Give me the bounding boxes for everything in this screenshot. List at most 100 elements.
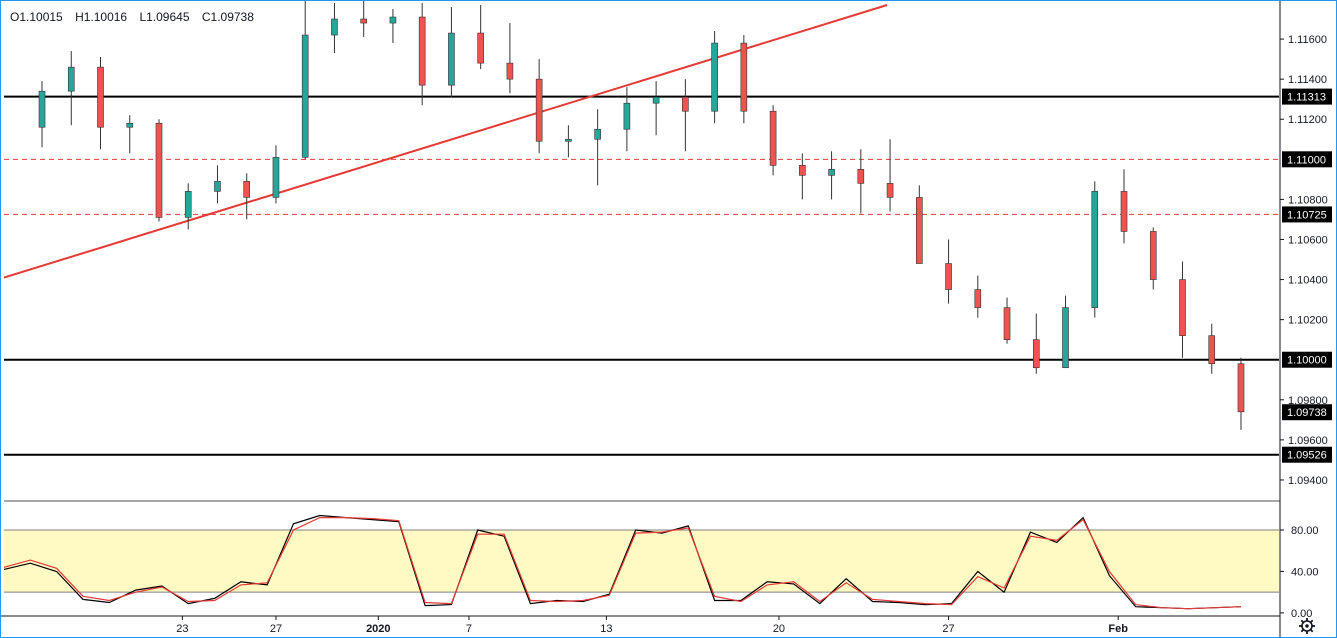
candle	[1237, 357, 1245, 430]
x-tick-label: 7	[466, 623, 472, 635]
candle-body	[477, 32, 484, 64]
ohlc-close: C1.09738	[201, 10, 254, 24]
ohlc-legend: O1.10015 H1.10016 L1.09645 C1.09738	[10, 10, 263, 24]
candle-body	[799, 165, 806, 176]
stoch-series-1	[3, 516, 1242, 610]
level-price-tag	[1282, 151, 1332, 168]
candle-body	[916, 197, 923, 264]
candle-body	[1003, 307, 1011, 340]
candle-body	[1179, 279, 1186, 336]
candle-body	[1062, 307, 1069, 369]
y-tick-label: 1.09800	[1288, 395, 1328, 407]
candle-body	[418, 16, 426, 86]
candle	[155, 119, 163, 222]
candle	[535, 59, 543, 154]
candle-body	[126, 122, 134, 128]
x-tick-label: 20	[773, 623, 785, 635]
candle	[682, 79, 689, 152]
candle	[1062, 295, 1069, 369]
candle	[1149, 227, 1157, 290]
level-price-tag	[1282, 88, 1332, 105]
candle	[828, 151, 835, 200]
candle	[652, 81, 660, 136]
stoch-tick-label: 40.00	[1291, 566, 1319, 578]
candle-body	[886, 183, 894, 198]
candle	[769, 105, 777, 176]
candle-body	[155, 122, 163, 218]
candle-body	[535, 78, 543, 142]
y-tick-label: 1.10600	[1288, 234, 1328, 246]
stoch-series-0	[3, 514, 1242, 610]
candle	[799, 153, 806, 200]
candle-body	[565, 138, 572, 142]
x-tick-label: 13	[600, 623, 612, 635]
last-price-label: 1.09738	[1287, 407, 1327, 419]
candle	[418, 3, 426, 106]
candle	[1120, 169, 1128, 244]
y-tick-label: 1.10800	[1288, 194, 1328, 206]
level-price-tag	[1282, 446, 1332, 463]
x-tick-label: 27	[942, 623, 954, 635]
candle-body	[857, 169, 865, 184]
candle	[594, 109, 601, 186]
stoch-band	[4, 530, 1279, 593]
candle-body	[389, 16, 397, 24]
candle	[67, 51, 75, 126]
candle	[97, 57, 104, 150]
candle	[711, 31, 718, 124]
candle	[886, 139, 894, 212]
candle	[1179, 261, 1186, 358]
candle-body	[828, 169, 835, 176]
candle	[916, 185, 923, 264]
candle	[740, 35, 748, 124]
candle-body	[272, 157, 280, 198]
candle-body	[97, 66, 104, 128]
stoch-tick-label: 0.00	[1291, 608, 1312, 620]
last-price-tag	[1282, 404, 1332, 421]
candle-body	[331, 18, 338, 36]
level-price-label: 1.11000	[1287, 154, 1326, 166]
candle-body	[214, 181, 221, 192]
gear-icon[interactable]	[1299, 618, 1315, 634]
candle-body	[1091, 191, 1099, 308]
candle-body	[1237, 363, 1245, 413]
candle-body	[67, 66, 75, 92]
candle	[945, 239, 952, 304]
candle	[857, 149, 865, 214]
candle	[331, 3, 338, 54]
ohlc-high: H1.10016	[75, 10, 128, 24]
y-tick-label: 1.11600	[1288, 34, 1327, 46]
level-price-label: 1.09526	[1287, 450, 1327, 462]
candle-body	[448, 32, 455, 86]
y-tick-label: 1.10200	[1288, 315, 1328, 327]
candle	[1003, 297, 1011, 344]
candle	[389, 9, 397, 44]
candle-body	[623, 102, 631, 130]
candle-body	[243, 181, 251, 198]
ohlc-open: O1.10015	[10, 10, 63, 24]
candle	[1208, 323, 1216, 374]
candle-body	[945, 263, 952, 290]
candle-body	[1032, 339, 1040, 369]
candle-body	[1208, 335, 1216, 365]
candle	[1032, 313, 1040, 374]
candle	[448, 7, 455, 98]
stoch-tick-label: 80.00	[1291, 525, 1319, 537]
candle	[243, 173, 251, 220]
candle-body	[301, 34, 309, 158]
candle	[506, 23, 514, 94]
candle-body	[652, 96, 660, 104]
candle	[565, 125, 572, 158]
y-tick-label: 1.09400	[1288, 475, 1328, 487]
candle-body	[711, 42, 718, 112]
candle	[623, 87, 631, 152]
y-tick-label: 1.11400	[1288, 74, 1327, 86]
candle	[360, 1, 367, 38]
candle	[184, 183, 192, 230]
candle-body	[1149, 231, 1157, 280]
candle-body	[740, 42, 748, 112]
candle-body	[682, 96, 689, 112]
trendline[interactable]	[3, 4, 888, 279]
level-price-label: 1.10725	[1287, 209, 1327, 221]
